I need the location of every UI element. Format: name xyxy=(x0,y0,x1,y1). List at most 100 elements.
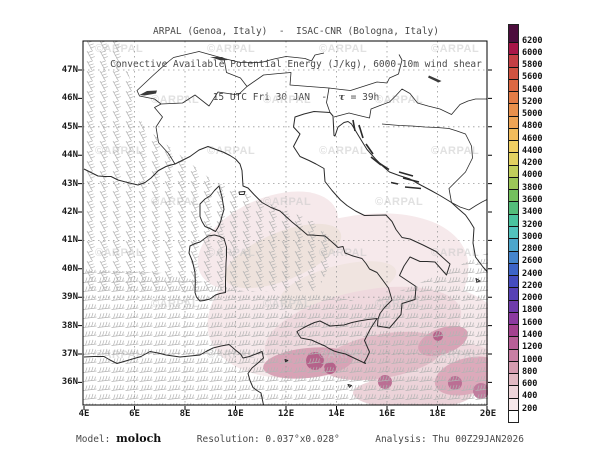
colorbar-segment-1400 xyxy=(509,336,518,349)
colorbar-segment-max xyxy=(509,25,518,42)
watermark-text: ©ARPAL xyxy=(431,145,479,157)
colorbar-label-2200: 2200 xyxy=(522,280,543,291)
title-validtime: 15 UTC Fri 30 JAN - τ = 39h xyxy=(212,92,380,103)
colorbar-segment-5400 xyxy=(509,91,518,104)
colorbar-label-3800: 3800 xyxy=(522,182,543,193)
colorbar-label-800: 800 xyxy=(522,366,538,377)
map-area: ©ARPAL ©ARPAL ©ARPAL ©ARPAL ©ARPAL ©ARPAL ©ARP… xyxy=(78,40,492,410)
colorbar-segment-600 xyxy=(509,385,518,398)
analysis-text: Analysis: Thu 00Z29JAN2026 xyxy=(375,434,524,445)
model-value: moloch xyxy=(116,432,162,445)
footer-caption: Model: moloch Resolution: 0.037°x0.028° … xyxy=(0,432,600,445)
map-frame xyxy=(82,40,488,406)
colorbar-label-5800: 5800 xyxy=(522,60,543,71)
colorbar-label-1600: 1600 xyxy=(522,317,543,328)
colorbar-label-2000: 2000 xyxy=(522,293,543,304)
colorbar-segment-3000 xyxy=(509,238,518,251)
coast-sardinia xyxy=(188,234,227,302)
coast-mainland xyxy=(83,111,488,329)
watermark-text: ©ARPAL xyxy=(263,196,311,208)
watermark-text: ©ARPAL xyxy=(375,196,423,208)
map-svg: ©ARPAL ©ARPAL ©ARPAL ©ARPAL ©ARPAL ©ARPAL ©ARP… xyxy=(78,40,492,410)
lat-label-37N: 37N xyxy=(61,349,78,359)
colorbar-label-4200: 4200 xyxy=(522,158,543,169)
watermark-text: ©ARPAL xyxy=(431,247,479,259)
colorbar-segment-4200 xyxy=(509,164,518,177)
colorbar-segment-1600 xyxy=(509,324,518,337)
coast-sicily xyxy=(296,318,378,364)
coast-elba xyxy=(238,191,246,195)
colorbar-segment-2200 xyxy=(509,287,518,300)
lat-label-41N: 41N xyxy=(61,235,78,246)
lon-label-12E: 12E xyxy=(277,409,295,419)
colorbar-label-4600: 4600 xyxy=(522,133,543,144)
lon-label-10E: 10E xyxy=(227,409,244,419)
lon-label-16E: 16E xyxy=(378,409,396,419)
colorbar-segment-6200 xyxy=(509,42,518,55)
watermark-text: ©ARPAL xyxy=(207,43,255,55)
lat-label-46N: 46N xyxy=(61,93,78,104)
colorbar-segment-5600 xyxy=(509,78,518,92)
colorbar-segment-4400 xyxy=(509,152,518,165)
lake-constance xyxy=(210,57,228,61)
coastlines xyxy=(83,51,488,405)
colorbar-label-2400: 2400 xyxy=(522,268,543,279)
lat-label-47N: 47N xyxy=(61,65,78,75)
colorbar-label-3400: 3400 xyxy=(522,207,543,218)
colorbar-segment-4800 xyxy=(509,127,518,141)
colorbar-segment-4600 xyxy=(509,140,518,153)
lon-label-20E: 20E xyxy=(479,409,497,419)
lon-label-18E: 18E xyxy=(429,409,446,419)
colorbar-segment-3600 xyxy=(509,201,518,214)
lat-label-38N: 38N xyxy=(61,320,78,331)
colorbar-label-1400: 1400 xyxy=(522,329,543,340)
lat-label-42N: 42N xyxy=(61,207,78,217)
lake-balaton xyxy=(428,75,442,83)
colorbar-label-4000: 4000 xyxy=(522,170,543,181)
colorbar-segment-3200 xyxy=(509,225,518,239)
colorbar-segment-2800 xyxy=(509,250,518,263)
colorbar-segment-5200 xyxy=(509,103,518,116)
colorbar-segment-2400 xyxy=(509,275,518,288)
coast-corsica xyxy=(199,185,225,232)
coast-north-africa xyxy=(83,344,264,405)
lat-label-40N: 40N xyxy=(61,263,78,274)
lat-label-36N: 36N xyxy=(61,377,78,388)
lakes xyxy=(139,57,442,96)
colorbar-bar xyxy=(508,24,519,424)
colorbar-label-2600: 2600 xyxy=(522,256,543,267)
lat-ticks-right xyxy=(488,69,492,383)
wind-barbs-west xyxy=(83,41,338,291)
colorbar-label-1800: 1800 xyxy=(522,305,543,316)
colorbar-label-4800: 4800 xyxy=(522,121,543,132)
colorbar-segment-400 xyxy=(509,397,518,410)
axis-ticks xyxy=(78,69,492,410)
colorbar-label-3000: 3000 xyxy=(522,231,543,242)
colorbar-segment-3400 xyxy=(509,213,518,226)
lon-ticks-bottom xyxy=(83,406,488,410)
colorbar-segment-1200 xyxy=(509,348,518,361)
colorbar-segment-3800 xyxy=(509,189,518,202)
colorbar-segment-6000 xyxy=(509,54,518,67)
coast-small-islands xyxy=(284,278,481,388)
country-borders xyxy=(136,51,488,211)
watermark-text: ©ARPAL xyxy=(319,145,367,157)
colorbar-segment-2000 xyxy=(509,299,518,312)
watermark-text: ©ARPAL xyxy=(263,94,311,106)
lat-label-43N: 43N xyxy=(61,178,78,189)
colorbar-label-5200: 5200 xyxy=(522,96,543,107)
watermark-text: ©ARPAL xyxy=(431,43,479,55)
lon-label-6E: 6E xyxy=(129,409,140,419)
colorbar-label-4400: 4400 xyxy=(522,145,543,156)
lake-geneva xyxy=(139,90,157,96)
title-variable: Convective Available Potential Energy (J… xyxy=(110,59,482,70)
model-label: Model: xyxy=(76,434,111,445)
colorbar-label-3200: 3200 xyxy=(522,219,543,230)
colorbar-segment-5000 xyxy=(509,115,518,128)
watermark-text: ©ARPAL xyxy=(375,94,423,106)
colorbar-label-6000: 6000 xyxy=(522,47,543,58)
colorbar-label-1200: 1200 xyxy=(522,342,543,353)
colorbar-label-5000: 5000 xyxy=(522,109,543,120)
colorbar-label-5400: 5400 xyxy=(522,84,543,95)
colorbar-label-400: 400 xyxy=(522,391,538,402)
